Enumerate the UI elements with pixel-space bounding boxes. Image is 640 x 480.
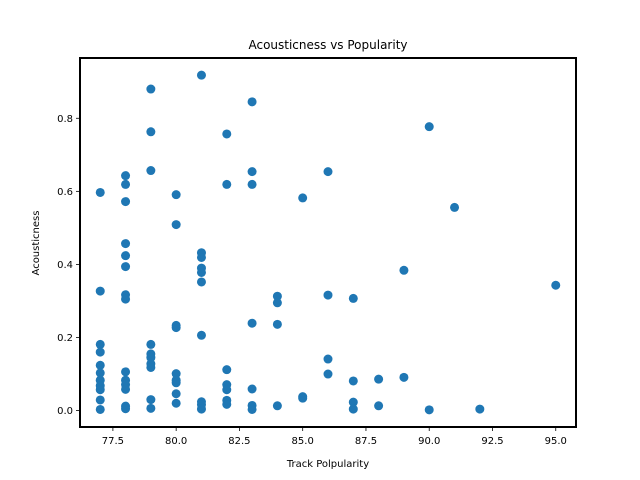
x-tick-label: 80.0	[165, 436, 187, 447]
data-point	[450, 202, 460, 212]
data-point	[551, 280, 561, 290]
data-point	[247, 384, 257, 394]
data-point	[95, 339, 105, 349]
data-point	[95, 360, 105, 370]
x-tick-label: 77.5	[102, 436, 124, 447]
data-point	[95, 347, 105, 357]
x-axis-label: Track Polpularity	[286, 459, 369, 470]
data-point	[298, 393, 308, 403]
data-point	[399, 265, 409, 275]
x-tick-label: 92.5	[481, 436, 503, 447]
points-layer	[95, 70, 561, 415]
y-tick-label: 0.8	[57, 114, 73, 125]
data-point	[121, 294, 131, 304]
data-point	[196, 330, 206, 340]
data-point	[171, 323, 181, 333]
data-point	[196, 70, 206, 80]
x-tick-label: 82.5	[228, 436, 250, 447]
data-point	[272, 401, 282, 411]
data-point	[95, 395, 105, 405]
data-point	[146, 353, 156, 363]
x-tick-label: 90.0	[418, 436, 440, 447]
data-point	[399, 372, 409, 382]
data-point	[247, 167, 257, 177]
data-point	[247, 97, 257, 107]
data-point	[475, 404, 485, 414]
y-tick-label: 0.2	[57, 333, 73, 344]
data-point	[247, 318, 257, 328]
data-point	[323, 354, 333, 364]
data-point	[222, 129, 232, 139]
data-point	[121, 384, 131, 394]
chart-title: Acousticness vs Popularity	[248, 38, 407, 52]
data-point	[374, 374, 384, 384]
data-point	[171, 220, 181, 230]
x-tick-label: 95.0	[545, 436, 567, 447]
data-point	[121, 251, 131, 261]
data-point	[121, 239, 131, 249]
y-tick-label: 0.4	[57, 260, 73, 271]
data-point	[171, 389, 181, 399]
data-point	[374, 401, 384, 411]
data-point	[222, 385, 232, 395]
data-point	[272, 298, 282, 308]
data-point	[348, 397, 358, 407]
data-point	[95, 385, 105, 395]
data-point	[247, 404, 257, 414]
y-tick-label: 0.6	[57, 187, 73, 198]
x-tick-label: 87.5	[355, 436, 377, 447]
data-point	[146, 403, 156, 413]
data-point	[323, 369, 333, 379]
data-point	[424, 405, 434, 415]
data-point	[146, 339, 156, 349]
data-point	[196, 404, 206, 414]
data-point	[146, 166, 156, 176]
data-point	[222, 365, 232, 375]
data-point	[348, 404, 358, 414]
data-point	[121, 179, 131, 189]
data-point	[323, 290, 333, 300]
data-point	[146, 362, 156, 372]
data-point	[298, 193, 308, 203]
data-point	[146, 395, 156, 405]
data-point	[146, 127, 156, 137]
data-point	[95, 286, 105, 296]
data-point	[171, 369, 181, 379]
data-point	[171, 190, 181, 200]
data-point	[247, 179, 257, 189]
data-point	[121, 262, 131, 272]
y-axis-ticks: 0.0 0.2 0.4 0.6 0.8	[57, 114, 80, 417]
data-point	[424, 122, 434, 132]
y-axis-label: Acousticness	[31, 211, 42, 276]
data-point	[121, 197, 131, 207]
data-point	[121, 367, 131, 377]
plot-frame	[79, 57, 577, 428]
data-point	[272, 319, 282, 329]
data-point	[323, 167, 333, 177]
data-point	[348, 376, 358, 386]
data-point	[95, 368, 105, 378]
y-tick-label: 0.0	[57, 406, 73, 417]
x-tick-label: 85.0	[292, 436, 314, 447]
data-point	[196, 277, 206, 287]
data-point	[272, 291, 282, 301]
data-point	[171, 378, 181, 388]
data-point	[348, 293, 358, 303]
x-axis-ticks: 77.5 80.0 82.5 85.0 87.5 90.0 92.5 95.0	[102, 427, 567, 447]
data-point	[146, 84, 156, 94]
data-point	[171, 398, 181, 408]
data-point	[121, 404, 131, 414]
data-point	[95, 187, 105, 197]
data-point	[222, 399, 232, 409]
data-point	[95, 404, 105, 414]
data-point	[196, 267, 206, 277]
data-point	[196, 252, 206, 262]
data-point	[222, 179, 232, 189]
data-point	[121, 171, 131, 181]
